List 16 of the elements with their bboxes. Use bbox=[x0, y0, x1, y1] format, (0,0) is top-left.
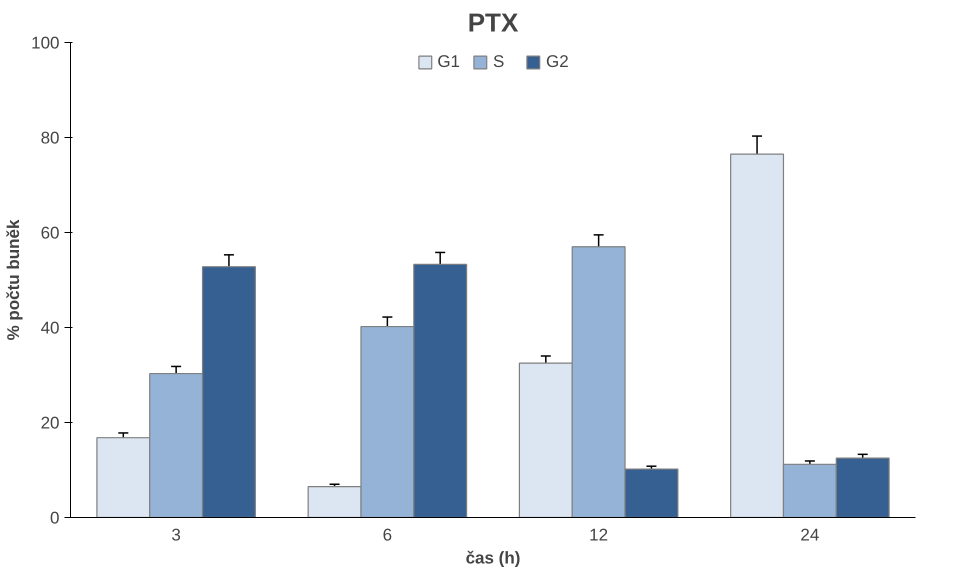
y-tick-label: 60 bbox=[40, 224, 60, 242]
y-tick-label: 100 bbox=[31, 34, 60, 52]
y-tick-label: 20 bbox=[40, 414, 60, 432]
chart-title: PTX bbox=[468, 8, 519, 38]
legend-label: G1 bbox=[437, 52, 460, 72]
x-tick-label: 24 bbox=[800, 526, 820, 544]
x-tick-label: 12 bbox=[589, 526, 608, 544]
legend-label: S bbox=[493, 52, 506, 72]
x-axis-title: čas (h) bbox=[466, 548, 520, 568]
y-axis-title: % počtu buněk bbox=[4, 219, 24, 340]
x-tick-label: 3 bbox=[171, 526, 181, 544]
x-tick-label: 6 bbox=[382, 526, 392, 544]
y-tick-label: 0 bbox=[50, 508, 60, 528]
y-tick-label: 80 bbox=[40, 128, 60, 148]
legend-label: G2 bbox=[546, 52, 569, 72]
y-tick-label: 40 bbox=[40, 318, 60, 338]
